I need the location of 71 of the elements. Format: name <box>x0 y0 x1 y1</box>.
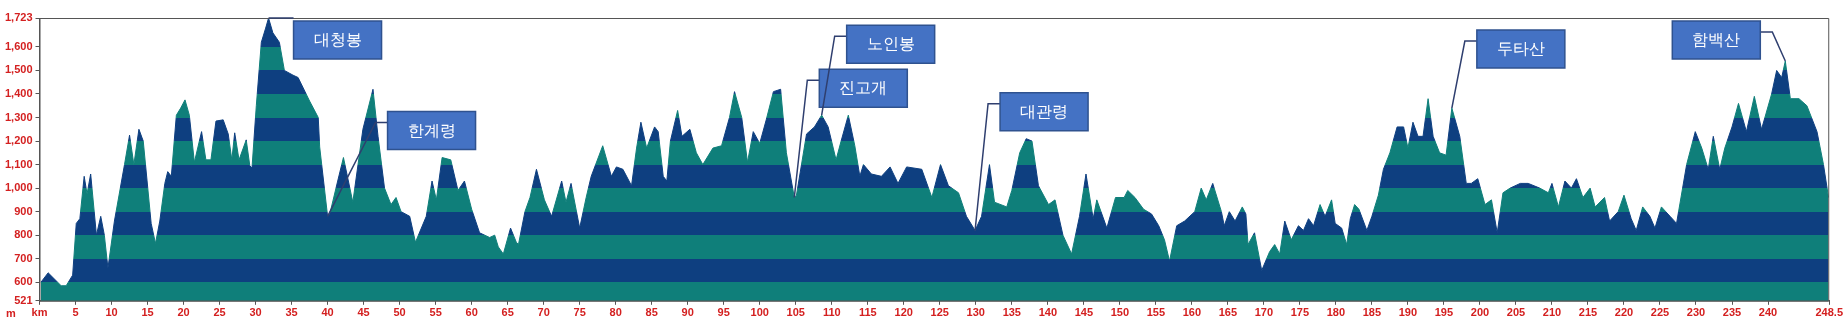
x-tick-label: 155 <box>1146 306 1166 319</box>
x-tick-label: 175 <box>1290 306 1310 319</box>
x-tick-label: 40 <box>321 306 334 319</box>
annotation: 함백산 <box>1692 30 1741 50</box>
annotation: 두타산 <box>1496 39 1545 59</box>
y-tick-label: 1,000 <box>5 181 33 194</box>
x-tick-label: 185 <box>1362 306 1382 319</box>
x-tick-label: 210 <box>1542 306 1562 319</box>
x-tick-label: 75 <box>573 306 586 319</box>
y-tick-label: 1,300 <box>5 110 33 123</box>
x-tick-label: 190 <box>1398 306 1418 319</box>
x-tick-label: 215 <box>1578 306 1598 319</box>
x-tick-label: 140 <box>1038 306 1057 319</box>
x-tick-label: 25 <box>213 306 226 319</box>
x-tick-label: 170 <box>1254 306 1274 319</box>
x-tick-label: 160 <box>1182 306 1202 319</box>
y-tick-label: 700 <box>14 251 33 264</box>
y-tick-label: 900 <box>14 204 33 217</box>
x-tick-label: 50 <box>393 306 406 319</box>
x-tick-label: 105 <box>786 306 805 319</box>
x-tick-label: km <box>31 306 48 319</box>
x-tick-label: 240 <box>1758 306 1778 319</box>
x-tick-label: 115 <box>858 306 877 319</box>
y-tick-label: 521 <box>14 293 33 306</box>
x-tick-label: 195 <box>1434 306 1454 319</box>
x-tick-label: 100 <box>750 306 769 319</box>
y-tick-label: 1,600 <box>5 39 33 52</box>
x-tick-label: 10 <box>105 306 118 319</box>
x-tick-label: 70 <box>537 306 550 319</box>
x-tick-label: 150 <box>1110 306 1130 319</box>
x-tick-label: 45 <box>357 306 370 319</box>
y-tick-label: 800 <box>14 228 33 241</box>
x-tick-label: 85 <box>645 306 658 319</box>
annotation: 진고개 <box>839 78 888 98</box>
x-tick-label: 125 <box>930 306 949 319</box>
x-tick-label: 90 <box>681 306 694 319</box>
x-tick-label: 35 <box>285 306 298 319</box>
y-tick-label: 1,723 <box>5 11 33 24</box>
annotation: 대관령 <box>1020 101 1069 121</box>
y-tick-label: 1,500 <box>5 63 33 76</box>
x-tick-label: 20 <box>177 306 190 319</box>
x-tick-label: 145 <box>1074 306 1093 319</box>
x-tick-label: 135 <box>1002 306 1021 319</box>
x-tick-label: 95 <box>717 306 730 319</box>
x-tick-label: 235 <box>1722 306 1742 319</box>
x-tick-label: 205 <box>1506 306 1526 319</box>
x-tick-label: 110 <box>822 306 841 319</box>
x-tick-label: 120 <box>894 306 913 319</box>
y-axis-title: m <box>6 306 16 319</box>
x-tick-label: 60 <box>465 306 478 319</box>
x-tick-label: 80 <box>609 306 622 319</box>
x-tick-label: 165 <box>1218 306 1238 319</box>
x-tick-label: 5 <box>72 306 79 319</box>
annotation: 한계령 <box>407 120 456 140</box>
x-tick-label: 180 <box>1326 306 1346 319</box>
x-tick-label: 200 <box>1470 306 1490 319</box>
x-tick-label: 55 <box>429 306 442 319</box>
x-tick-label: 65 <box>501 306 514 319</box>
y-tick-label: 1,200 <box>5 134 33 147</box>
annotation: 노인봉 <box>866 34 915 54</box>
x-tick-label: 248.5 <box>1815 306 1843 319</box>
x-tick-label: 15 <box>141 306 154 319</box>
x-tick-label: 220 <box>1614 306 1634 319</box>
y-tick-label: 1,400 <box>5 87 33 100</box>
annotation: 대청봉 <box>313 30 362 50</box>
x-tick-label: 230 <box>1686 306 1706 319</box>
y-tick-label: 600 <box>14 275 33 288</box>
x-tick-label: 130 <box>966 306 985 319</box>
x-tick-label: 225 <box>1650 306 1670 319</box>
x-tick-label: 30 <box>249 306 262 319</box>
y-tick-label: 1,100 <box>5 157 33 170</box>
